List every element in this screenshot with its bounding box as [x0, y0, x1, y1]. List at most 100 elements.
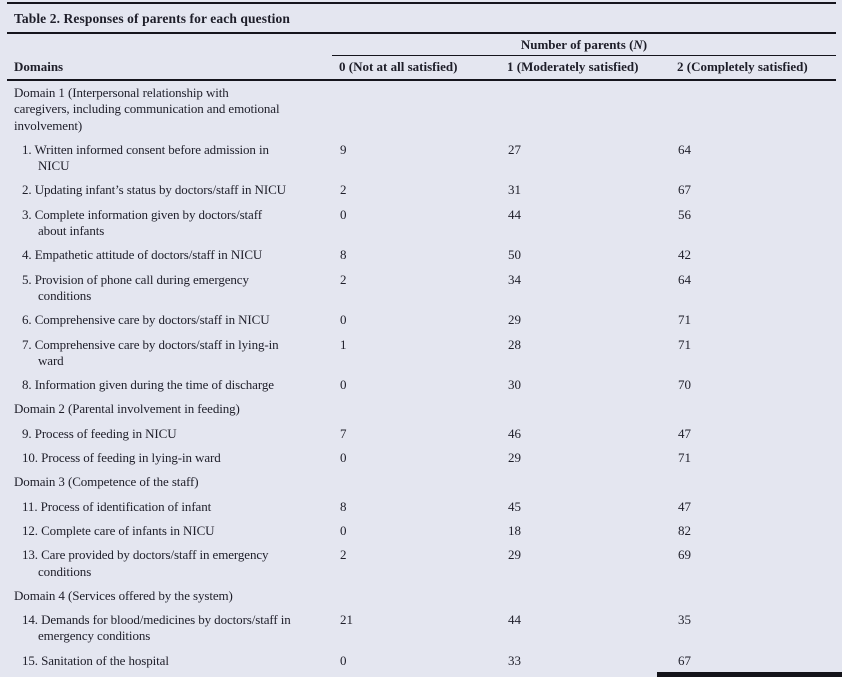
count-value: 29	[508, 450, 521, 466]
count-value: 29	[508, 312, 521, 328]
column-header-row: Domains 0 (Not at all satisfied) 1 (Mode…	[0, 56, 842, 79]
question-label: 14. Demands for blood/medicines by docto…	[22, 612, 291, 644]
count-value: 82	[678, 522, 691, 538]
domain-row: Domain 4 (Services offered by the system…	[0, 588, 842, 604]
row-label-cell: 4. Empathetic attitude of doctors/staff …	[0, 247, 332, 263]
group-header-n-symbol: N	[633, 37, 643, 52]
table-body: Domain 1 (Interpersonal relationship wit…	[0, 81, 842, 669]
row-label-cell: Domain 1 (Interpersonal relationship wit…	[0, 85, 332, 134]
header-bottom-rule	[7, 79, 836, 81]
domain-label: Domain 3 (Competence of the staff)	[14, 474, 199, 490]
count-value: 0	[340, 450, 347, 466]
row-label-cell: 9. Process of feeding in NICU	[0, 426, 332, 442]
domain-label: Domain 2 (Parental involvement in feedin…	[14, 401, 240, 417]
count-value: 2	[340, 182, 347, 198]
question-label: 15. Sanitation of the hospital	[22, 652, 169, 668]
count-value: 50	[508, 247, 521, 263]
item-row: 4. Empathetic attitude of doctors/staff …	[0, 247, 842, 263]
count-value: 29	[508, 547, 521, 563]
spanning-header-spacer	[0, 34, 332, 56]
bottom-edge-rule	[657, 672, 842, 677]
count-value: 0	[340, 522, 347, 538]
question-label: 10. Process of feeding in lying-in ward	[22, 450, 221, 466]
row-label-cell: 10. Process of feeding in lying-in ward	[0, 450, 332, 466]
title-bottom-rule	[7, 32, 836, 34]
question-label: 1. Written informed consent before admis…	[22, 141, 269, 174]
domains-column-header: Domains	[14, 59, 64, 74]
question-label: 3. Complete information given by doctors…	[22, 206, 262, 239]
question-label: 11. Process of identification of infant	[22, 498, 212, 514]
item-row: 8. Information given during the time of …	[0, 377, 842, 393]
row-label-cell: 5. Provision of phone call during emerge…	[0, 272, 332, 305]
question-label: 6. Comprehensive care by doctors/staff i…	[22, 312, 270, 328]
item-row: 10. Process of feeding in lying-in ward 0…	[0, 450, 842, 466]
count-value: 71	[678, 450, 691, 466]
group-header-suffix: )	[642, 37, 648, 52]
item-row: 12. Complete care of infants in NICU 0 18 8…	[0, 523, 842, 539]
count-value: 2	[340, 547, 347, 563]
count-value: 2	[340, 271, 347, 287]
item-row: 2. Updating infant’s status by doctors/s…	[0, 182, 842, 198]
count-value: 0	[340, 206, 347, 222]
count-value: 28	[508, 336, 521, 352]
number-of-parents-header: Number of parents (N)	[332, 34, 836, 56]
count-value: 0	[340, 377, 347, 393]
item-row: 7. Comprehensive care by doctors/staff i…	[0, 337, 842, 370]
count-value: 9	[340, 141, 347, 157]
count-value: 67	[678, 182, 691, 198]
count-value: 44	[508, 612, 521, 628]
count-value: 71	[678, 336, 691, 352]
row-label-cell: 8. Information given during the time of …	[0, 377, 332, 393]
item-row: 5. Provision of phone call during emerge…	[0, 272, 842, 305]
table-top-rule	[7, 2, 836, 4]
group-header-prefix: Number of parents (	[520, 37, 634, 52]
item-row: 1. Written informed consent before admis…	[0, 142, 842, 175]
question-label: 7. Comprehensive care by doctors/staff i…	[22, 336, 279, 368]
domain-label: Domain 1 (Interpersonal relationship wit…	[14, 85, 280, 133]
row-label-cell: Domain 3 (Competence of the staff)	[0, 474, 332, 490]
row-label-cell: 7. Comprehensive care by doctors/staff i…	[0, 337, 332, 370]
row-label-cell: 12. Complete care of infants in NICU	[0, 523, 332, 539]
row-label-cell: 15. Sanitation of the hospital	[0, 653, 332, 669]
count-value: 45	[508, 498, 521, 514]
col-header-moderately-satisfied: 1 (Moderately satisfied)	[507, 59, 639, 74]
row-label-cell: 3. Complete information given by doctors…	[0, 207, 332, 240]
count-value: 31	[508, 182, 521, 198]
count-value: 64	[678, 141, 691, 157]
row-label-cell: 2. Updating infant’s status by doctors/s…	[0, 182, 332, 198]
row-label-cell: 14. Demands for blood/medicines by docto…	[0, 612, 332, 645]
col-header-completely-satisfied: 2 (Completely satisfied)	[677, 59, 808, 74]
count-value: 30	[508, 377, 521, 393]
count-value: 8	[340, 498, 347, 514]
count-value: 0	[340, 312, 347, 328]
domain-row: Domain 1 (Interpersonal relationship wit…	[0, 85, 842, 134]
item-row: 15. Sanitation of the hospital 0 33 67	[0, 653, 842, 669]
domain-row: Domain 2 (Parental involvement in feedin…	[0, 401, 842, 417]
count-value: 8	[340, 247, 347, 263]
item-row: 11. Process of identification of infant 8…	[0, 499, 842, 515]
domain-row: Domain 3 (Competence of the staff)	[0, 474, 842, 490]
question-label: 13. Care provided by doctors/staff in em…	[22, 547, 269, 579]
row-label-cell: 1. Written informed consent before admis…	[0, 142, 332, 175]
row-label-cell: 13. Care provided by doctors/staff in em…	[0, 547, 332, 580]
table-title: Table 2. Responses of parents for each q…	[14, 11, 290, 26]
question-label: 2. Updating infant’s status by doctors/s…	[22, 182, 286, 198]
count-value: 47	[678, 425, 691, 441]
col-header-not-satisfied: 0 (Not at all satisfied)	[339, 59, 458, 74]
count-value: 69	[678, 547, 691, 563]
count-value: 34	[508, 271, 521, 287]
count-value: 1	[340, 336, 347, 352]
count-value: 70	[678, 377, 691, 393]
spanning-header-row: Number of parents (N)	[0, 34, 836, 56]
count-value: 46	[508, 425, 521, 441]
question-label: 9. Process of feeding in NICU	[22, 425, 177, 441]
count-value: 7	[340, 425, 347, 441]
count-value: 21	[340, 612, 353, 628]
count-value: 64	[678, 271, 691, 287]
question-label: 12. Complete care of infants in NICU	[22, 522, 215, 538]
domain-label: Domain 4 (Services offered by the system…	[14, 587, 233, 603]
count-value: 67	[678, 652, 691, 668]
count-value: 35	[678, 612, 691, 628]
item-row: 6. Comprehensive care by doctors/staff i…	[0, 312, 842, 328]
